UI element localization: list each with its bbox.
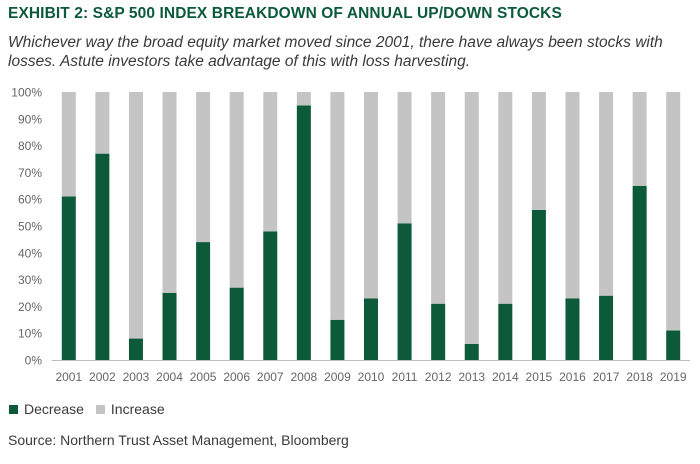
stacked-bar-chart: 0%10%20%30%40%50%60%70%80%90%100% 2001 20… bbox=[11, 86, 690, 384]
bar-decrease-2009 bbox=[330, 319, 345, 360]
chart-subtitle: Whichever way the broad equity market mo… bbox=[8, 34, 663, 70]
x-axis: 2001 2002 2003 2004 2005 2006 2007 2008 2009 2010… bbox=[52, 360, 690, 384]
bar-decrease-2001 bbox=[61, 196, 76, 360]
x-tick-label: 2011 bbox=[392, 370, 418, 384]
x-tick-label: 2006 bbox=[223, 370, 250, 384]
bar-increase-2004 bbox=[162, 92, 177, 293]
y-tick-label: 0% bbox=[25, 354, 43, 368]
y-tick-label: 40% bbox=[18, 246, 42, 260]
x-tick-label: 2005 bbox=[190, 370, 217, 384]
legend-label-decrease: Decrease bbox=[24, 401, 84, 417]
bar-decrease-2016 bbox=[565, 298, 580, 360]
bar-increase-2009 bbox=[330, 92, 345, 320]
bar-increase-2006 bbox=[229, 92, 244, 288]
bar-increase-2011 bbox=[397, 92, 412, 224]
legend-swatch-increase bbox=[95, 404, 105, 414]
bar-increase-2013 bbox=[464, 92, 479, 344]
bar-increase-2007 bbox=[263, 92, 278, 232]
bar-increase-2016 bbox=[565, 92, 580, 299]
chart-title: EXHIBIT 2: S&P 500 INDEX BREAKDOWN OF AN… bbox=[8, 5, 562, 22]
y-tick-label: 80% bbox=[18, 139, 42, 153]
bar-decrease-2010 bbox=[364, 298, 378, 360]
x-tick-label: 2019 bbox=[660, 370, 687, 384]
x-tick-label: 2002 bbox=[89, 370, 116, 384]
legend-item-increase: Increase bbox=[95, 401, 165, 417]
bar-decrease-2008 bbox=[296, 105, 311, 361]
x-tick-label: 2015 bbox=[526, 370, 553, 384]
bar-decrease-2006 bbox=[229, 287, 244, 360]
bar-decrease-2017 bbox=[599, 295, 614, 360]
bar-increase-2003 bbox=[128, 92, 143, 339]
bar-decrease-2013 bbox=[464, 343, 479, 360]
y-tick-label: 10% bbox=[18, 327, 42, 341]
bar-increase-2015 bbox=[531, 92, 546, 210]
x-tick-label: 2016 bbox=[559, 370, 586, 384]
x-tick-label: 2010 bbox=[358, 370, 385, 384]
bars bbox=[61, 92, 681, 361]
y-tick-label: 30% bbox=[18, 273, 42, 287]
x-tick-label: 2012 bbox=[425, 370, 452, 384]
bar-decrease-2011 bbox=[397, 223, 412, 360]
bar-decrease-2002 bbox=[95, 153, 110, 360]
x-tick-label: 2007 bbox=[257, 370, 284, 384]
y-tick-label: 60% bbox=[18, 193, 42, 207]
bar-decrease-2012 bbox=[431, 303, 446, 360]
bar-decrease-2018 bbox=[632, 185, 647, 360]
legend-swatch-decrease bbox=[9, 404, 18, 414]
bar-decrease-2015 bbox=[531, 209, 546, 360]
x-tick-label: 2017 bbox=[593, 370, 620, 384]
bar-increase-2012 bbox=[431, 92, 446, 304]
x-tick-label: 2004 bbox=[156, 370, 183, 384]
bar-increase-2014 bbox=[498, 92, 513, 304]
bar-increase-2017 bbox=[599, 92, 614, 296]
y-tick-label: 70% bbox=[18, 166, 42, 180]
x-tick-label: 2003 bbox=[123, 370, 150, 384]
bar-increase-2008 bbox=[296, 92, 311, 106]
bar-decrease-2007 bbox=[263, 231, 278, 360]
legend-item-decrease: Decrease bbox=[9, 401, 84, 417]
bar-decrease-2014 bbox=[498, 303, 513, 360]
x-tick-label: 2013 bbox=[458, 370, 485, 384]
bar-increase-2010 bbox=[364, 92, 378, 299]
x-tick-label: 2008 bbox=[290, 370, 317, 384]
source-note: Source: Northern Trust Asset Management,… bbox=[8, 432, 349, 448]
bar-decrease-2003 bbox=[128, 338, 143, 360]
x-tick-label: 2018 bbox=[626, 370, 653, 384]
bar-decrease-2004 bbox=[162, 293, 177, 360]
x-tick-label: 2014 bbox=[492, 370, 519, 384]
bar-increase-2019 bbox=[666, 92, 681, 331]
y-tick-label: 100% bbox=[11, 86, 42, 100]
bar-increase-2001 bbox=[61, 92, 76, 197]
bar-increase-2002 bbox=[95, 92, 110, 154]
bar-increase-2018 bbox=[632, 92, 647, 186]
bar-decrease-2005 bbox=[196, 242, 211, 360]
y-axis: 0% 10% 20% 30% 40% 50% 60% 70% 80% 90% 100% bbox=[11, 86, 42, 368]
x-tick-label: 2001 bbox=[55, 370, 82, 384]
y-tick-label: 90% bbox=[18, 112, 42, 126]
y-tick-label: 50% bbox=[18, 220, 42, 234]
x-tick-label: 2009 bbox=[324, 370, 351, 384]
bar-decrease-2019 bbox=[666, 330, 681, 360]
bar-increase-2005 bbox=[196, 92, 211, 243]
legend: Decrease Increase bbox=[9, 401, 177, 417]
legend-label-increase: Increase bbox=[110, 401, 165, 417]
y-tick-label: 20% bbox=[18, 300, 42, 314]
